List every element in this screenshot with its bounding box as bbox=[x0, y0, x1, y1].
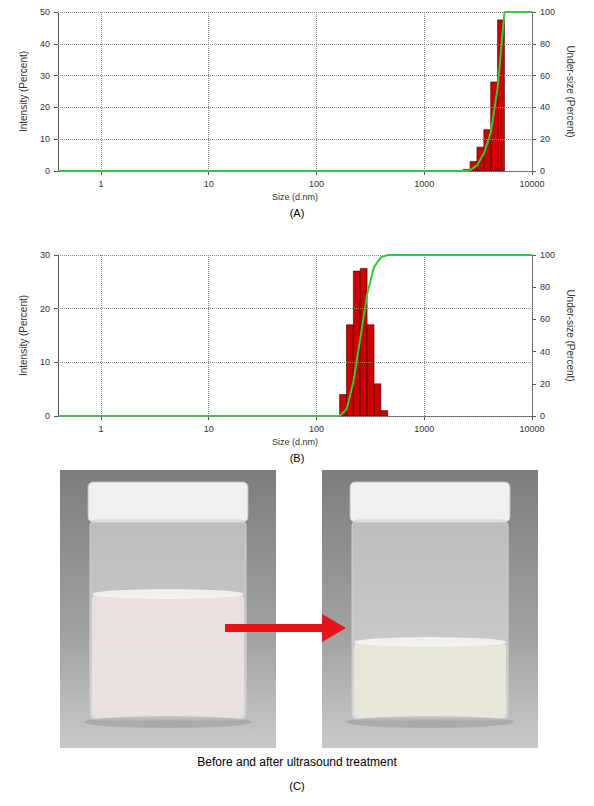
svg-text:20: 20 bbox=[40, 304, 50, 314]
svg-text:Under-size (Percent): Under-size (Percent) bbox=[565, 45, 576, 137]
svg-text:50: 50 bbox=[40, 7, 50, 17]
svg-text:80: 80 bbox=[540, 39, 550, 49]
svg-text:Intensity (Percent): Intensity (Percent) bbox=[18, 51, 29, 132]
svg-text:10: 10 bbox=[204, 179, 214, 189]
svg-text:0: 0 bbox=[540, 411, 545, 421]
svg-text:Size (d.nm): Size (d.nm) bbox=[272, 192, 318, 202]
svg-text:100: 100 bbox=[309, 179, 324, 189]
svg-text:30: 30 bbox=[40, 71, 50, 81]
svg-text:40: 40 bbox=[540, 102, 550, 112]
svg-text:Size (d.nm): Size (d.nm) bbox=[272, 437, 318, 447]
svg-text:Before and after ultrasound tr: Before and after ultrasound treatment bbox=[197, 755, 397, 769]
svg-text:1000: 1000 bbox=[414, 424, 434, 434]
svg-text:(B): (B) bbox=[290, 452, 305, 464]
svg-text:1: 1 bbox=[98, 179, 103, 189]
svg-text:10000: 10000 bbox=[519, 424, 544, 434]
svg-text:100: 100 bbox=[540, 250, 555, 260]
svg-text:0: 0 bbox=[45, 411, 50, 421]
svg-text:10: 10 bbox=[40, 134, 50, 144]
svg-text:10: 10 bbox=[204, 424, 214, 434]
svg-text:40: 40 bbox=[540, 347, 550, 357]
svg-text:0: 0 bbox=[540, 166, 545, 176]
svg-text:20: 20 bbox=[40, 102, 50, 112]
svg-text:(A): (A) bbox=[290, 207, 305, 219]
svg-text:0: 0 bbox=[45, 166, 50, 176]
svg-text:60: 60 bbox=[540, 71, 550, 81]
svg-text:10000: 10000 bbox=[519, 179, 544, 189]
svg-text:1: 1 bbox=[98, 424, 103, 434]
svg-text:60: 60 bbox=[540, 314, 550, 324]
svg-text:40: 40 bbox=[40, 39, 50, 49]
svg-text:20: 20 bbox=[540, 379, 550, 389]
svg-text:1000: 1000 bbox=[414, 179, 434, 189]
svg-text:Under-size (Percent): Under-size (Percent) bbox=[565, 289, 576, 381]
svg-text:10: 10 bbox=[40, 357, 50, 367]
svg-text:(C): (C) bbox=[289, 780, 304, 792]
svg-text:100: 100 bbox=[540, 7, 555, 17]
svg-text:Intensity (Percent): Intensity (Percent) bbox=[18, 295, 29, 376]
svg-text:20: 20 bbox=[540, 134, 550, 144]
svg-text:100: 100 bbox=[309, 424, 324, 434]
svg-text:80: 80 bbox=[540, 282, 550, 292]
svg-text:30: 30 bbox=[40, 250, 50, 260]
